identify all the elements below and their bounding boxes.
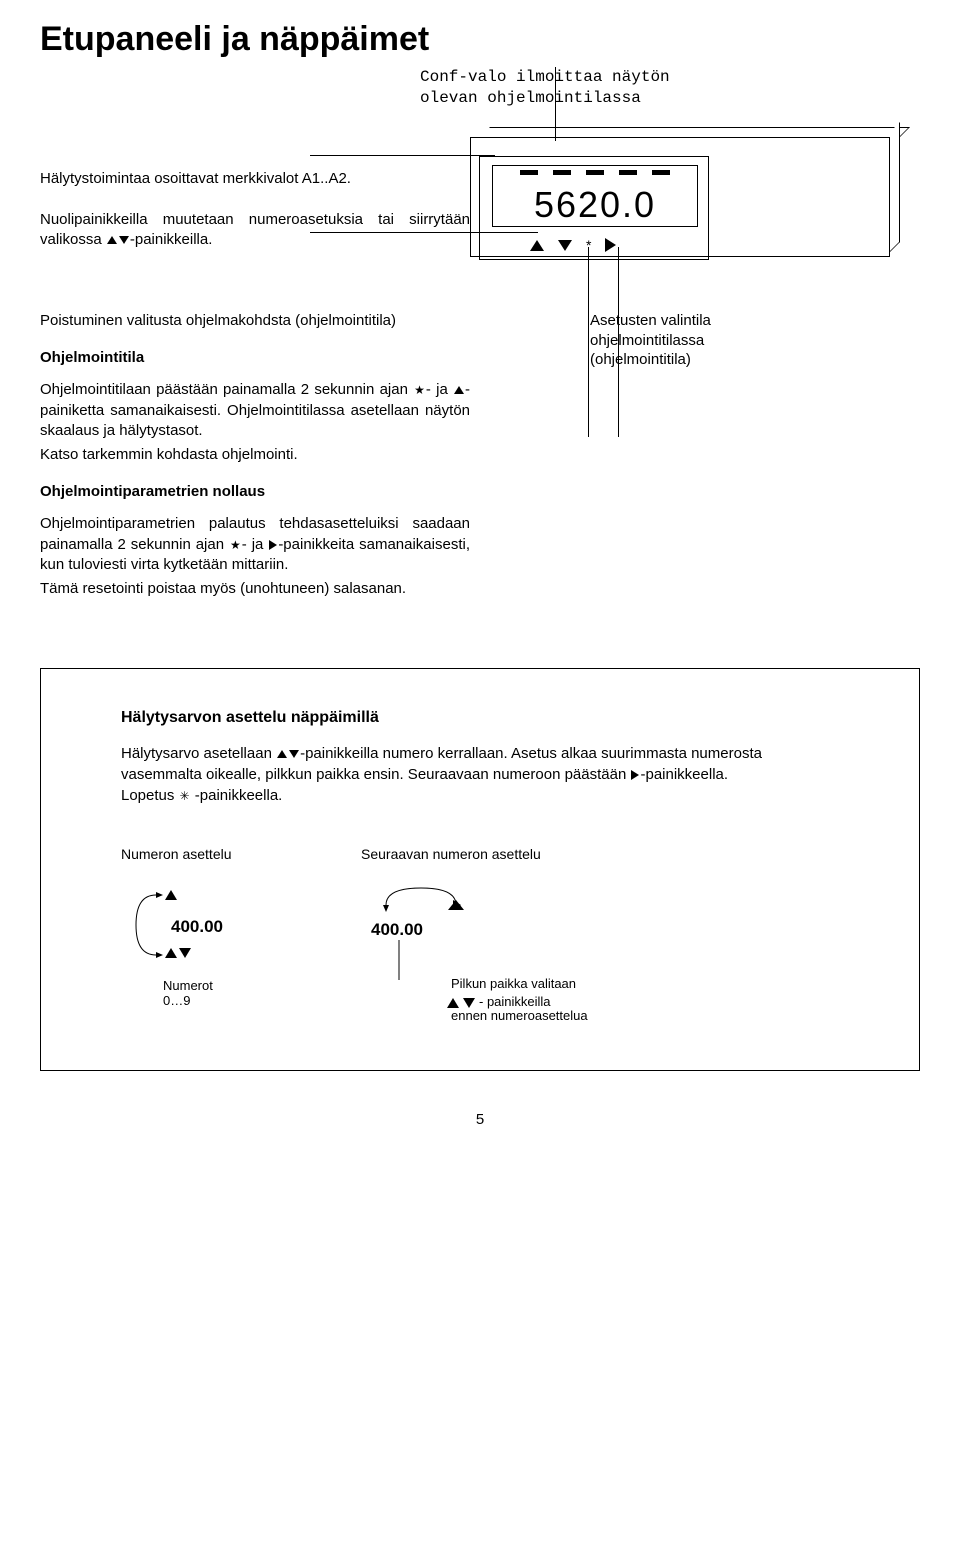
progmode-text-b: - ja bbox=[426, 381, 453, 398]
box-p1-a: Hälytysarvo asetellaan bbox=[121, 745, 276, 762]
button-right-icon[interactable] bbox=[605, 238, 616, 252]
svg-text:400.00: 400.00 bbox=[171, 917, 223, 936]
progmode-para1: Ohjelmointitilaan päästään painamalla 2 … bbox=[40, 380, 470, 441]
diagram-row: Numeron asettelu 400.00 Numerot 0…9 Seur… bbox=[121, 846, 839, 1020]
settings-note: Asetusten valintila ohjelmointitilassa (… bbox=[590, 311, 920, 370]
triangle-down-icon bbox=[119, 236, 129, 244]
svg-text:400.00: 400.00 bbox=[371, 920, 423, 939]
progmode-para2: Katso tarkemmin kohdasta ohjelmointi. bbox=[40, 445, 470, 465]
star-icon bbox=[414, 380, 425, 400]
button-up-icon[interactable] bbox=[530, 240, 544, 251]
progmode-text-a: Ohjelmointitilaan päästään painamalla 2 … bbox=[40, 381, 413, 398]
box-p1-c: -painikkeella. bbox=[640, 766, 728, 783]
diag2-label: Seuraavan numeron asettelu bbox=[361, 846, 621, 862]
triangle-right-icon bbox=[631, 770, 639, 780]
star-icon bbox=[230, 535, 241, 555]
box-p2-a: Lopetus bbox=[121, 787, 179, 804]
conf-note: Conf-valo ilmoittaa näytön olevan ohjelm… bbox=[420, 67, 720, 109]
page-title: Etupaneeli ja näppäimet bbox=[40, 20, 920, 59]
svg-text:0…9: 0…9 bbox=[163, 993, 190, 1008]
arrow-callout-text-2: -painikkeilla. bbox=[130, 231, 213, 248]
conf-dashes bbox=[493, 170, 697, 175]
device-panel: 5620.0 * bbox=[479, 156, 709, 260]
leader-right bbox=[618, 247, 619, 437]
diag2-svg: 400.00 Pilkun paikka valitaan - painikke… bbox=[361, 870, 621, 1020]
box-heading: Hälytysarvon asettelu näppäimillä bbox=[121, 709, 839, 727]
mid-region: Poistuminen valitusta ohjelmakohdsta (oh… bbox=[40, 311, 920, 617]
progmode-heading: Ohjelmointitila bbox=[40, 349, 470, 366]
arrow-callout: Nuolipainikkeilla muutetaan numeroasetuk… bbox=[40, 210, 470, 249]
diag1-svg: 400.00 Numerot 0…9 bbox=[121, 870, 261, 1010]
triangle-up-icon bbox=[454, 386, 464, 394]
arrow-callout-text-1: Nuolipainikkeilla muutetaan numeroasetuk… bbox=[40, 211, 470, 248]
triangle-up-icon bbox=[277, 750, 287, 758]
diagram-2: Seuraavan numeron asettelu 400.00 Pilkun… bbox=[361, 846, 621, 1020]
leader-alarm bbox=[310, 155, 495, 156]
device-lcd: 5620.0 bbox=[492, 165, 698, 227]
svg-text:Numerot: Numerot bbox=[163, 978, 213, 993]
page-number: 5 bbox=[40, 1111, 920, 1128]
svg-text:- painikkeilla: - painikkeilla bbox=[479, 994, 551, 1009]
device-buttons: * bbox=[530, 237, 616, 253]
triangle-right-icon bbox=[269, 540, 277, 550]
diagram-1: Numeron asettelu 400.00 Numerot 0…9 bbox=[121, 846, 261, 1020]
leader-star bbox=[588, 247, 589, 437]
reset-heading: Ohjelmointiparametrien nollaus bbox=[40, 483, 470, 500]
diag1-label: Numeron asettelu bbox=[121, 846, 261, 862]
box-p2-b: -painikkeella. bbox=[191, 787, 283, 804]
triangle-down-icon bbox=[289, 750, 299, 758]
reset-text-b: - ja bbox=[242, 536, 269, 553]
alarm-callout: Hälytystoimintaa osoittavat merkkivalot … bbox=[40, 169, 470, 189]
button-down-icon[interactable] bbox=[558, 240, 572, 251]
svg-text:Pilkun paikka valitaan: Pilkun paikka valitaan bbox=[451, 976, 576, 991]
box-para2: Lopetus -painikkeella. bbox=[121, 785, 839, 807]
device-illustration: 5620.0 * bbox=[470, 127, 890, 267]
reset-para1: Ohjelmointiparametrien palautus tehdasas… bbox=[40, 514, 470, 575]
exit-para: Poistuminen valitusta ohjelmakohdsta (oh… bbox=[40, 311, 470, 331]
asterisk-icon bbox=[180, 785, 190, 806]
alarm-setting-box: Hälytysarvon asettelu näppäimillä Hälyty… bbox=[40, 668, 920, 1072]
leader-arrows bbox=[310, 232, 538, 233]
svg-text:ennen numeroasettelua: ennen numeroasettelua bbox=[451, 1008, 588, 1020]
lcd-reading: 5620.0 bbox=[493, 184, 697, 226]
reset-para2: Tämä resetointi poistaa myös (unohtuneen… bbox=[40, 579, 470, 599]
box-para1: Hälytysarvo asetellaan -painikkeilla num… bbox=[121, 743, 839, 785]
triangle-up-icon bbox=[107, 236, 117, 244]
top-region: Conf-valo ilmoittaa näytön olevan ohjelm… bbox=[40, 67, 920, 271]
